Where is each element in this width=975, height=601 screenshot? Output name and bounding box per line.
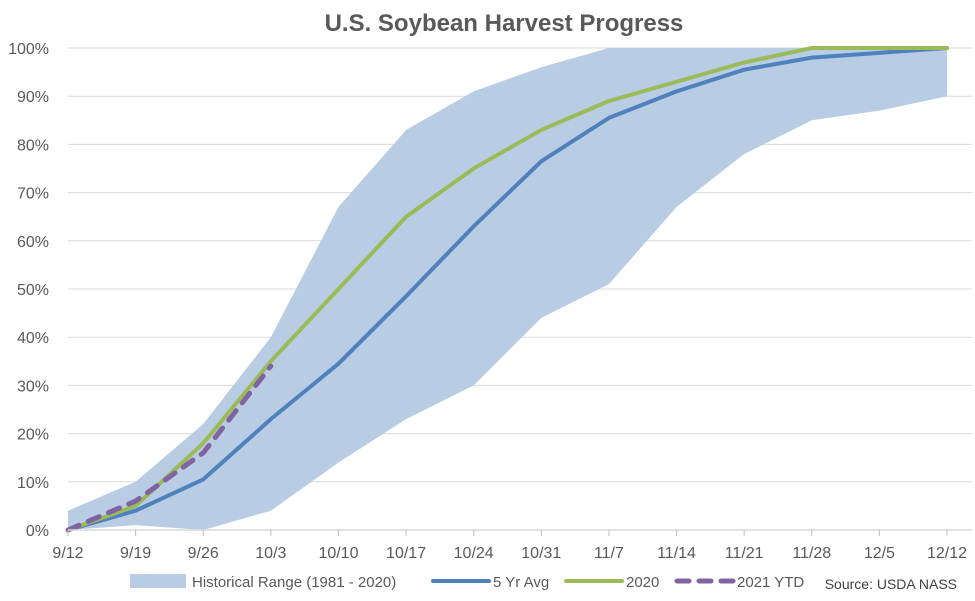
y-tick-label: 0%	[26, 523, 49, 540]
x-tick-label: 12/12	[927, 545, 967, 562]
x-tick-label: 10/17	[386, 545, 426, 562]
legend-label: 2021 YTD	[737, 574, 804, 591]
y-tick-label: 60%	[17, 234, 49, 251]
line-2021-ytd	[65, 363, 274, 533]
y-tick-label: 30%	[17, 378, 49, 395]
legend-label: 5 Yr Avg	[493, 574, 549, 591]
line-5-yr-avg	[66, 46, 949, 532]
x-tick-label: 11/28	[792, 545, 831, 562]
source-note: Source: USDA NASS	[825, 576, 957, 592]
y-tick-label: 20%	[17, 427, 49, 444]
x-tick-label: 9/12	[52, 545, 83, 562]
legend: Historical Range (1981 - 2020) 5 Yr Avg 20…	[130, 574, 804, 591]
line-2020	[66, 46, 949, 532]
range-area	[68, 48, 947, 530]
axes: 0% 10% 20% 30% 40% 50% 60% 70% 80% 90% 100% 9/12 9/1…	[8, 41, 972, 562]
x-tick-label: 12/5	[864, 545, 895, 562]
series-lines	[65, 46, 949, 533]
legend-label: Historical Range (1981 - 2020)	[192, 574, 396, 591]
x-tick-label: 11/7	[594, 545, 624, 562]
x-tick-label: 11/21	[725, 545, 764, 562]
historical-range-band	[68, 48, 947, 530]
y-tick-label: 80%	[17, 137, 49, 154]
y-tick-label: 70%	[17, 186, 49, 203]
chart-title: U.S. Soybean Harvest Progress	[325, 10, 684, 37]
x-tick-label: 10/3	[255, 545, 286, 562]
x-tick-label: 11/14	[657, 545, 696, 562]
y-tick-label: 90%	[17, 89, 49, 106]
y-tick-label: 40%	[17, 330, 49, 347]
y-tick-label: 10%	[17, 475, 49, 492]
x-tick-label: 10/10	[318, 545, 358, 562]
legend-swatch-range	[130, 574, 186, 588]
y-tick-label: 100%	[8, 41, 49, 58]
x-tick-label: 9/19	[120, 545, 151, 562]
y-tick-label: 50%	[17, 282, 49, 299]
x-tick-label: 9/26	[188, 545, 219, 562]
x-tick-label: 10/24	[454, 545, 494, 562]
legend-label: 2020	[626, 574, 659, 591]
x-tick-label: 10/31	[521, 545, 561, 562]
